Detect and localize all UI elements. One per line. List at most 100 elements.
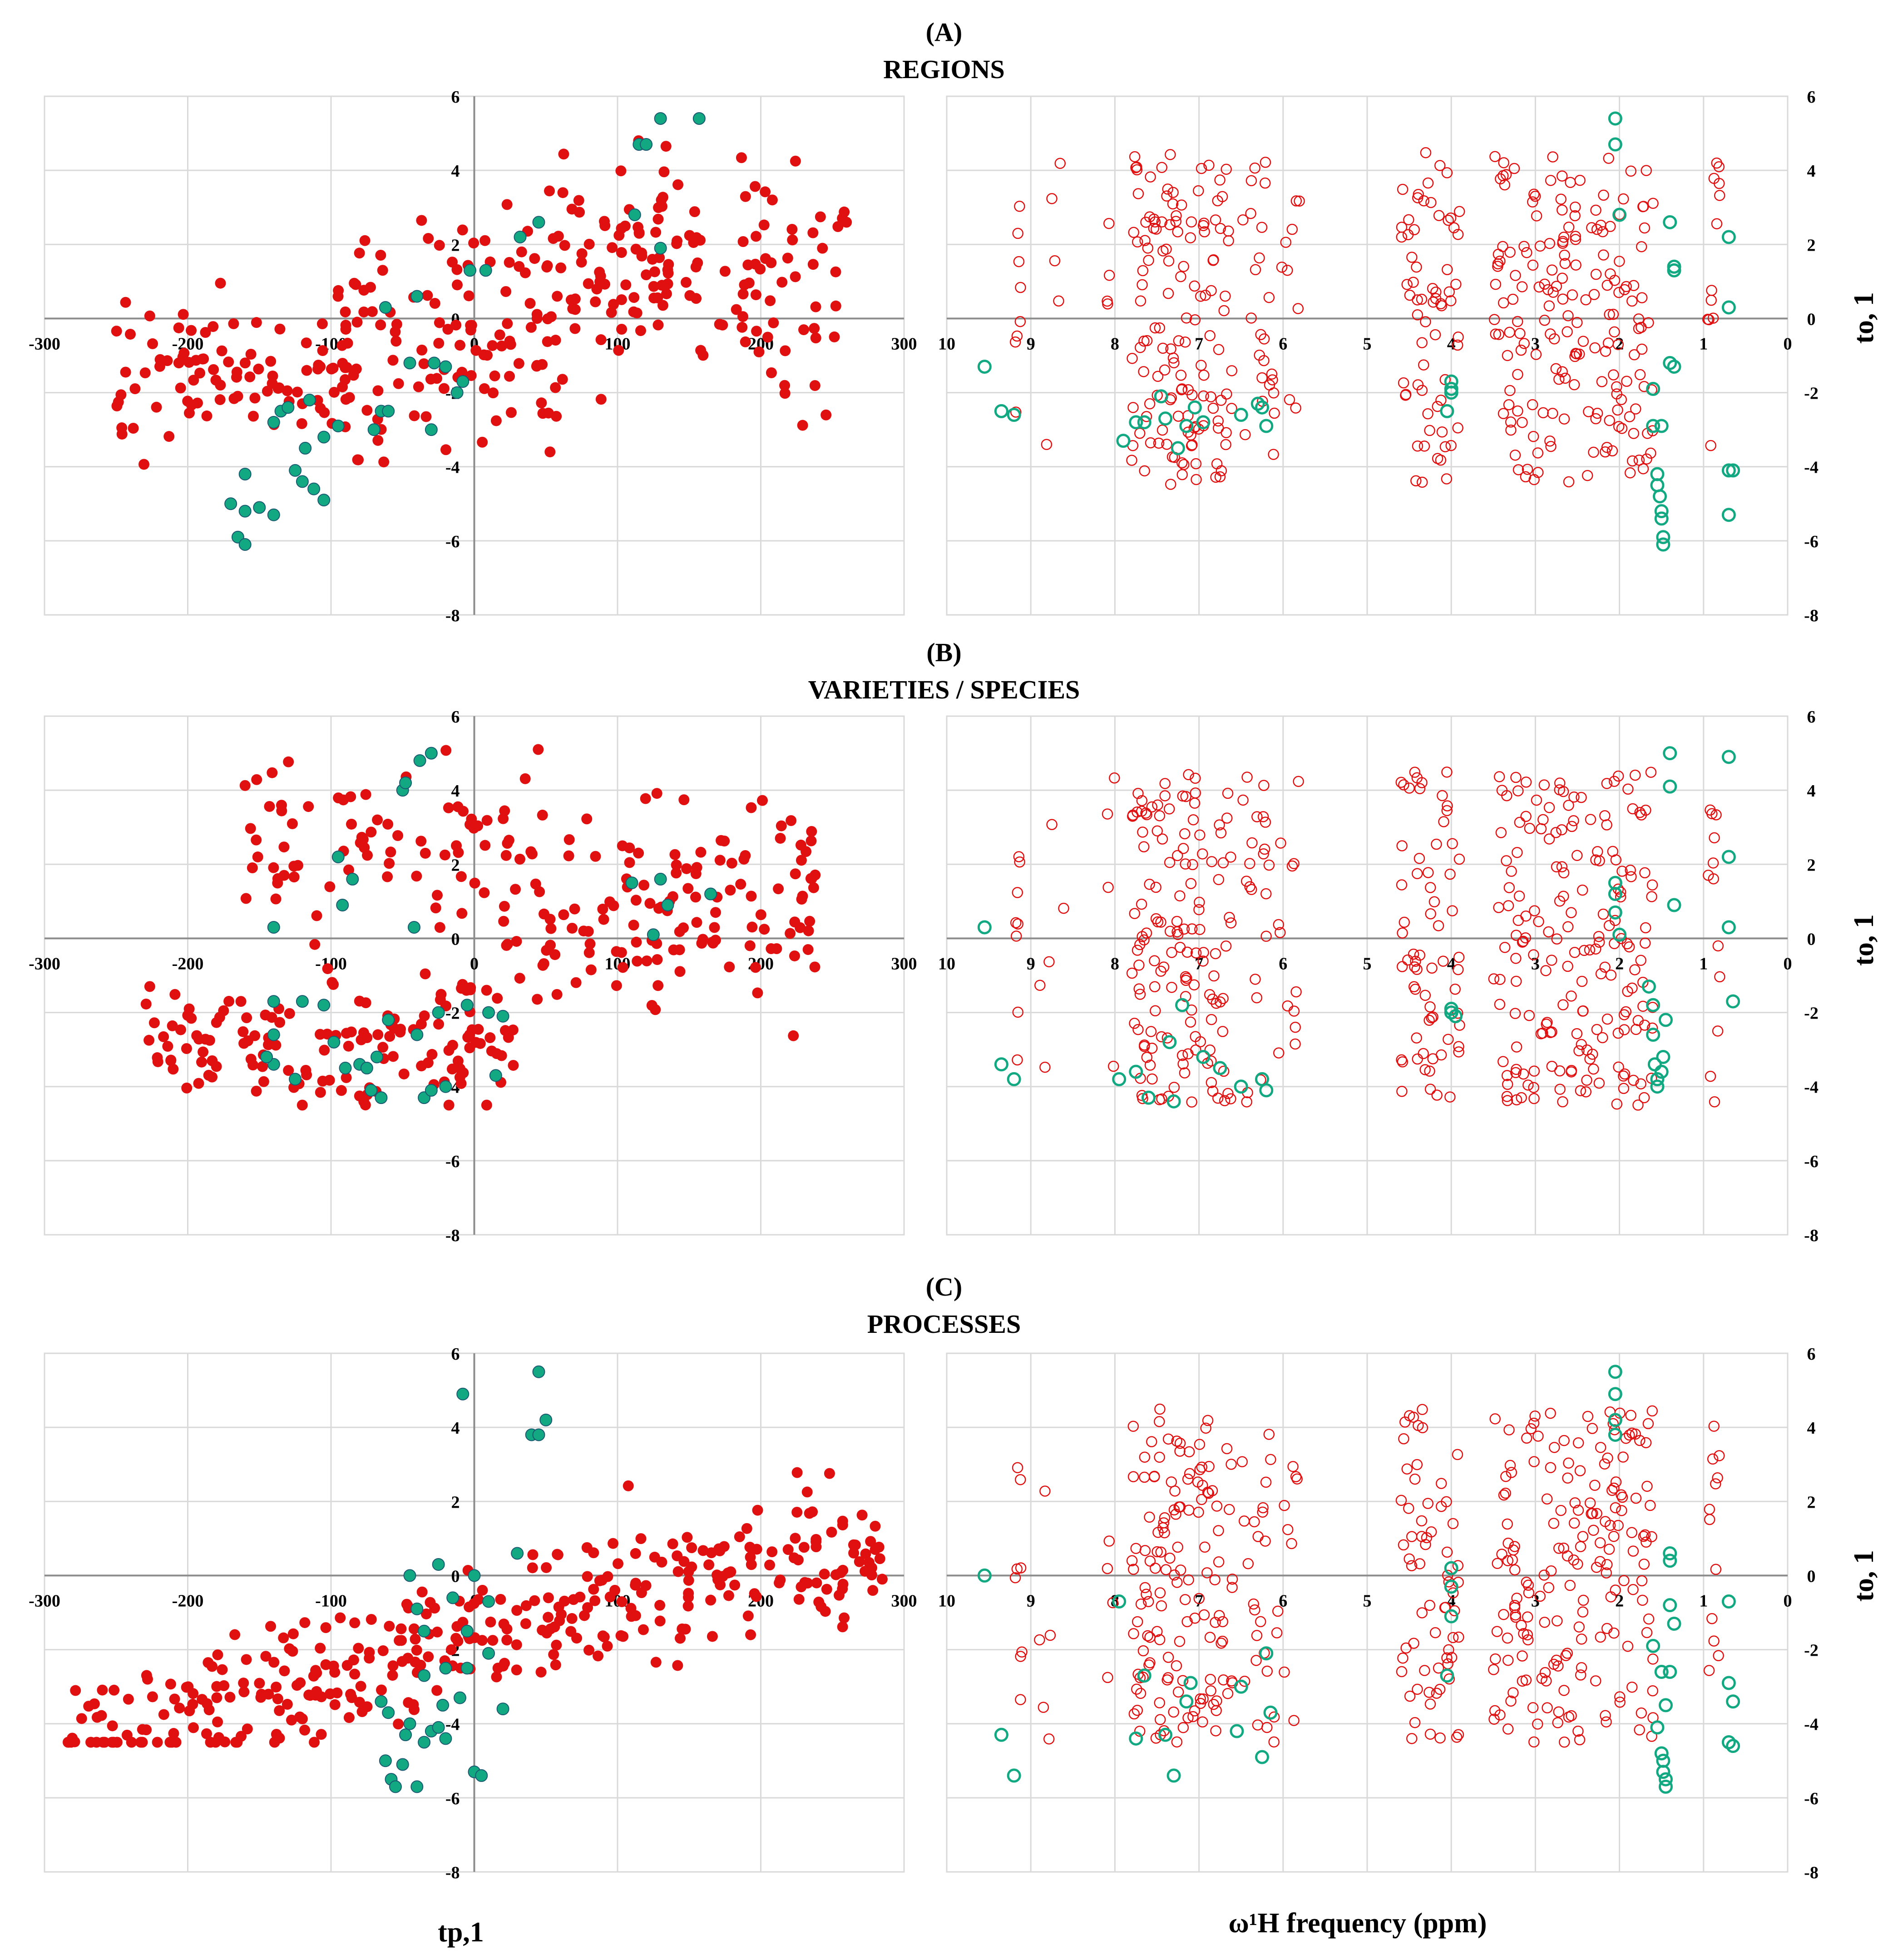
class1-loading-point — [1152, 1546, 1163, 1558]
class2-loading-point — [1667, 263, 1681, 277]
class1-score-point — [695, 846, 707, 858]
class1-loading-point — [1587, 1423, 1598, 1434]
class1-loading-point — [1251, 1630, 1263, 1641]
class1-loading-point — [1590, 854, 1601, 866]
class1-score-point — [689, 206, 700, 218]
class1-score-point — [389, 1023, 400, 1034]
class1-loading-point — [1249, 1604, 1260, 1616]
class1-loading-point — [1616, 394, 1627, 406]
class1-score-point — [158, 1031, 169, 1042]
class1-loading-point — [1640, 922, 1651, 934]
class1-loading-point — [1441, 766, 1453, 778]
class1-score-point — [737, 288, 749, 300]
class1-loading-point — [1182, 1712, 1194, 1723]
class1-score-point — [443, 1099, 455, 1111]
class2-loading-point — [1721, 230, 1736, 244]
class1-score-point — [630, 895, 642, 906]
class1-loading-point — [1183, 1505, 1195, 1516]
class1-loading-point — [1034, 1634, 1045, 1646]
class1-loading-point — [1395, 1495, 1407, 1506]
class1-score-point — [870, 1544, 881, 1555]
class1-loading-point — [1624, 411, 1636, 422]
class1-score-point — [613, 1558, 624, 1569]
class1-loading-point — [1430, 286, 1442, 298]
class1-score-point — [276, 800, 287, 811]
class1-loading-point — [1135, 295, 1147, 307]
class1-loading-point — [1196, 1494, 1207, 1505]
class1-loading-point — [1600, 1516, 1611, 1527]
class1-loading-point — [1620, 1006, 1632, 1018]
class1-loading-point — [1259, 177, 1271, 189]
class1-loading-point — [1453, 1729, 1464, 1741]
class1-loading-point — [1145, 171, 1156, 183]
class1-score-point — [139, 367, 151, 379]
class1-score-point — [492, 993, 503, 1004]
class1-loading-point — [1498, 408, 1509, 419]
class1-score-point — [309, 939, 321, 950]
class1-loading-point — [1494, 974, 1506, 985]
class1-score-point — [543, 1592, 554, 1604]
class1-loading-point — [1165, 149, 1176, 160]
class1-loading-point — [1510, 1609, 1521, 1621]
class1-loading-point — [1011, 330, 1023, 342]
class2-score-point — [418, 1736, 431, 1749]
class1-score-point — [652, 319, 664, 331]
class2-loading-point — [1234, 408, 1248, 422]
class1-loading-point — [1416, 293, 1428, 305]
class2-score-point — [267, 416, 280, 429]
class1-loading-point — [1602, 1452, 1613, 1464]
class2-loading-point — [1656, 1049, 1671, 1064]
class1-loading-point — [1556, 170, 1568, 182]
class1-score-point — [457, 979, 468, 990]
class1-loading-point — [1548, 1518, 1560, 1529]
class1-loading-point — [1130, 1543, 1142, 1554]
class1-score-point — [504, 257, 515, 268]
class1-score-point — [525, 846, 537, 857]
class2-score-point — [238, 468, 252, 481]
class1-score-point — [839, 206, 850, 218]
class1-loading-point — [1041, 439, 1053, 450]
class1-loading-point — [1423, 867, 1434, 878]
class1-score-point — [856, 1510, 868, 1521]
class1-loading-point — [1554, 1084, 1566, 1095]
class1-score-point — [345, 791, 356, 802]
class1-loading-point — [1191, 474, 1202, 485]
class1-score-point — [477, 1584, 488, 1596]
class1-loading-point — [1504, 247, 1516, 258]
class1-loading-point — [1524, 822, 1536, 834]
class1-score-point — [707, 936, 718, 948]
class2-loading-point — [1259, 419, 1274, 433]
class1-loading-point — [1406, 252, 1418, 263]
class1-score-point — [457, 1617, 469, 1628]
class1-score-point — [212, 1649, 223, 1660]
class1-loading-point — [1246, 837, 1258, 849]
class1-score-point — [667, 1538, 678, 1549]
class1-score-point — [354, 1090, 365, 1102]
class1-loading-point — [1197, 955, 1209, 967]
class1-loading-point — [1185, 1016, 1196, 1028]
class1-loading-point — [1398, 1433, 1409, 1445]
class1-loading-point — [1577, 1594, 1589, 1606]
class1-score-point — [746, 891, 757, 902]
class1-loading-point — [1584, 944, 1596, 956]
class1-loading-point — [1629, 769, 1641, 781]
class1-score-point — [782, 252, 793, 264]
class1-score-point — [768, 317, 779, 328]
panel-a-loadings-x-tick-label: 5 — [1363, 334, 1372, 353]
class2-loading-point — [1255, 1750, 1269, 1764]
class1-loading-point — [1141, 1589, 1152, 1600]
class1-score-point — [382, 818, 394, 830]
class1-loading-point — [1638, 381, 1650, 392]
class1-score-point — [198, 353, 209, 365]
class1-loading-point — [1173, 335, 1185, 346]
class1-score-point — [341, 1028, 352, 1039]
class1-loading-point — [1706, 808, 1718, 819]
class1-loading-point — [1183, 1446, 1195, 1458]
class1-loading-point — [1705, 1070, 1716, 1082]
class1-score-point — [786, 815, 797, 827]
class1-loading-point — [1214, 1610, 1225, 1621]
class1-score-point — [744, 940, 756, 951]
class1-loading-point — [1222, 1688, 1234, 1699]
class1-loading-point — [1145, 437, 1157, 449]
class1-loading-point — [1493, 771, 1505, 782]
